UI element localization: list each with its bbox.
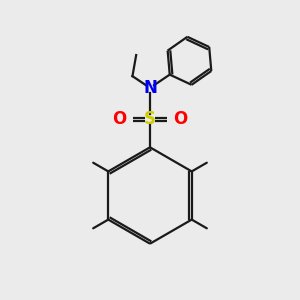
Text: N: N	[143, 80, 157, 98]
Text: O: O	[173, 110, 188, 128]
Text: O: O	[112, 110, 127, 128]
Text: S: S	[144, 110, 156, 128]
